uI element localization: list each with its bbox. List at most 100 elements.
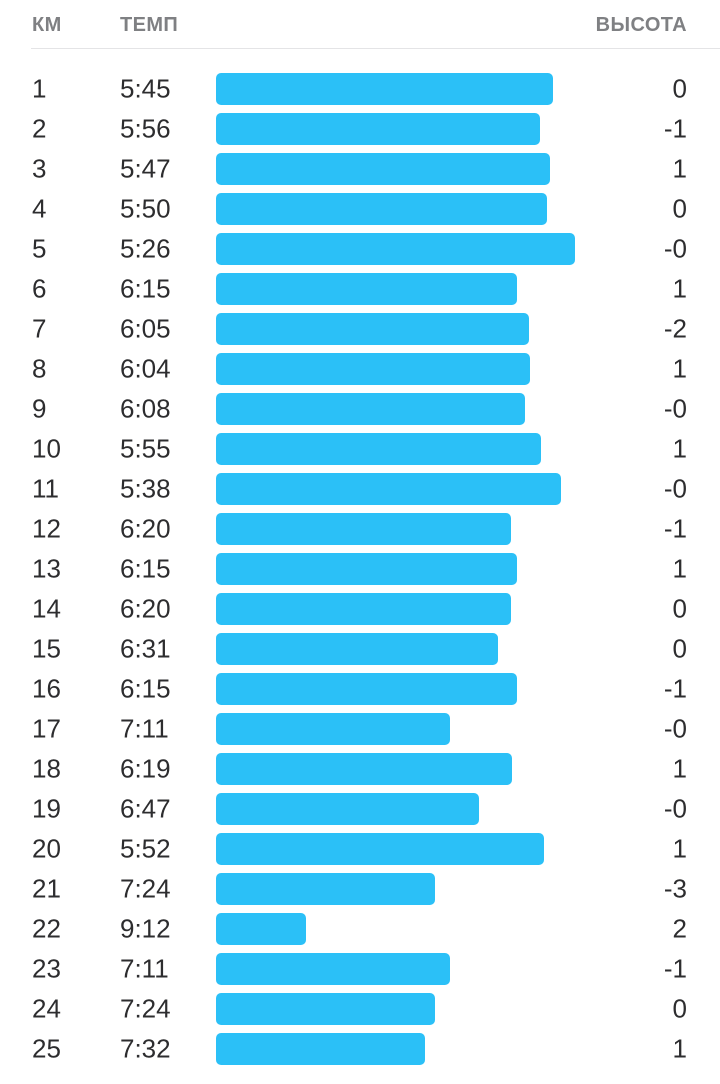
km-value: 19 [32, 793, 61, 824]
elevation-value: 1 [672, 833, 687, 864]
elevation-value: -1 [663, 953, 687, 984]
km-value: 5 [32, 233, 47, 264]
pace-value: 6:04 [120, 353, 171, 384]
pace-bar [216, 273, 518, 305]
table-row: 21 7:24 -3 [0, 869, 720, 909]
pace-bar [216, 913, 307, 945]
pace-bar-track [216, 1033, 720, 1065]
table-row: 22 9:12 2 [0, 909, 720, 949]
header-elevation: ВЫСОТА [595, 14, 687, 36]
table-row: 16 6:15 -1 [0, 669, 720, 709]
table-row: 19 6:47 -0 [0, 789, 720, 829]
pace-value: 6:08 [120, 393, 171, 424]
km-value: 3 [32, 153, 47, 184]
pace-value: 5:55 [120, 433, 171, 464]
table-row: 8 6:04 1 [0, 349, 720, 389]
pace-bar-track [216, 753, 720, 785]
pace-bar-track [216, 793, 720, 825]
km-value: 10 [32, 433, 61, 464]
table-row: 4 5:50 0 [0, 189, 720, 229]
pace-bar-track [216, 513, 720, 545]
pace-value: 5:52 [120, 833, 171, 864]
pace-value: 6:15 [120, 273, 171, 304]
pace-value: 5:38 [120, 473, 171, 504]
table-row: 14 6:20 0 [0, 589, 720, 629]
elevation-value: -1 [663, 673, 687, 704]
table-row: 5 5:26 -0 [0, 229, 720, 269]
km-value: 8 [32, 353, 47, 384]
km-value: 1 [32, 73, 47, 104]
pace-bar [216, 793, 479, 825]
elevation-value: 0 [672, 993, 687, 1024]
elevation-value: 1 [672, 553, 687, 584]
elevation-value: -1 [663, 113, 687, 144]
elevation-value: -2 [663, 313, 687, 344]
pace-bar-track [216, 593, 720, 625]
elevation-value: -0 [663, 473, 687, 504]
table-row: 9 6:08 -0 [0, 389, 720, 429]
elevation-value: 1 [672, 353, 687, 384]
km-value: 15 [32, 633, 61, 664]
table-row: 3 5:47 1 [0, 149, 720, 189]
table-row: 17 7:11 -0 [0, 709, 720, 749]
pace-bar [216, 513, 512, 545]
pace-bar [216, 153, 551, 185]
pace-value: 6:15 [120, 553, 171, 584]
header-pace: ТЕМП [120, 14, 179, 36]
table-row: 23 7:11 -1 [0, 949, 720, 989]
elevation-value: -0 [663, 793, 687, 824]
pace-value: 6:15 [120, 673, 171, 704]
pace-bar-track [216, 473, 720, 505]
pace-bar [216, 73, 553, 105]
km-value: 14 [32, 593, 61, 624]
pace-bar-track [216, 993, 720, 1025]
km-value: 17 [32, 713, 61, 744]
table-row: 10 5:55 1 [0, 429, 720, 469]
pace-bar-track [216, 553, 720, 585]
km-value: 25 [32, 1033, 61, 1064]
pace-bar [216, 433, 541, 465]
km-value: 7 [32, 313, 47, 344]
pace-value: 6:47 [120, 793, 171, 824]
header-km: КМ [32, 14, 62, 36]
table-row: 20 5:52 1 [0, 829, 720, 869]
pace-bar [216, 833, 545, 865]
pace-bar-track [216, 393, 720, 425]
pace-value: 6:20 [120, 513, 171, 544]
rows-container: 1 5:45 0 2 5:56 -1 3 5:47 1 4 5: [0, 69, 720, 1069]
pace-bar-track [216, 953, 720, 985]
table-row: 1 5:45 0 [0, 69, 720, 109]
km-value: 9 [32, 393, 47, 424]
elevation-value: -0 [663, 233, 687, 264]
table-row: 12 6:20 -1 [0, 509, 720, 549]
pace-value: 7:24 [120, 993, 171, 1024]
pace-bar-track [216, 73, 720, 105]
table-row: 25 7:32 1 [0, 1029, 720, 1069]
pace-value: 6:19 [120, 753, 171, 784]
pace-bar [216, 993, 435, 1025]
elevation-value: 0 [672, 593, 687, 624]
km-value: 11 [32, 473, 59, 504]
pace-bar-track [216, 833, 720, 865]
table-header: КМ ТЕМП ВЫСОТА [0, 0, 720, 48]
pace-bar-track [216, 233, 720, 265]
pace-bar-track [216, 153, 720, 185]
table-row: 13 6:15 1 [0, 549, 720, 589]
pace-bar-track [216, 673, 720, 705]
pace-value: 5:50 [120, 193, 171, 224]
table-row: 11 5:38 -0 [0, 469, 720, 509]
pace-bar [216, 873, 435, 905]
elevation-value: 0 [672, 633, 687, 664]
km-value: 16 [32, 673, 61, 704]
elevation-value: -3 [663, 873, 687, 904]
elevation-value: 1 [672, 433, 687, 464]
pace-bar [216, 1033, 426, 1065]
pace-bar [216, 593, 512, 625]
elevation-value: 0 [672, 73, 687, 104]
pace-value: 7:24 [120, 873, 171, 904]
pace-bar-track [216, 873, 720, 905]
pace-bar-track [216, 313, 720, 345]
elevation-value: 1 [672, 153, 687, 184]
elevation-value: 1 [672, 273, 687, 304]
table-row: 7 6:05 -2 [0, 309, 720, 349]
